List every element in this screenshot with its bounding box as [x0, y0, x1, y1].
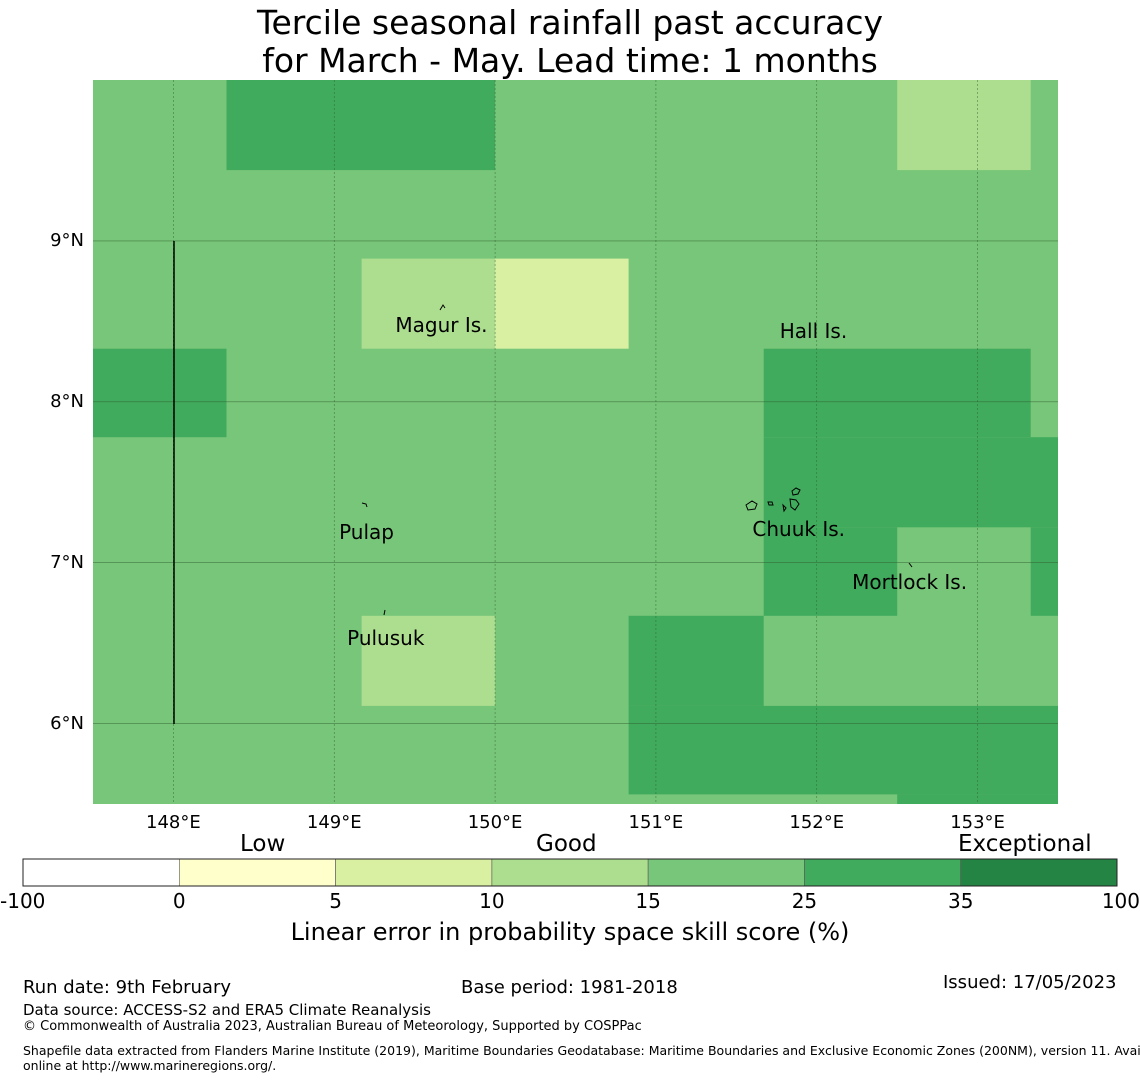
colorbar-tick-2: 5: [329, 889, 342, 913]
colorbar-segments: [22, 858, 1118, 887]
grid-cell-1: [897, 80, 1031, 171]
skill-grid-cells: [93, 80, 1058, 804]
chart-title: Tercile seasonal rainfall past accuracy …: [0, 4, 1140, 80]
place-label-pulap: Pulap: [339, 520, 394, 545]
island-outlines: [361, 304, 913, 616]
colorbar-label: Linear error in probability space skill …: [290, 918, 850, 946]
title-line-2: for March - May. Lead time: 1 months: [262, 41, 878, 80]
grid-cell-9: [628, 615, 764, 706]
grid-cell-8: [1030, 527, 1058, 616]
place-label-hall-is: Hall Is.: [779, 318, 848, 343]
colorbar-frame: [22, 858, 1118, 887]
grid-cell-10: [361, 615, 496, 706]
colorbar: [22, 858, 1118, 887]
pulusuk-island-shape: [383, 609, 386, 616]
colorbar-segment-2: [335, 858, 493, 887]
lat-label-0: 9°N: [50, 229, 84, 251]
colorbar-segment-0: [22, 858, 180, 887]
category-good: Good: [536, 831, 597, 857]
colorbar-tick-7: 100: [1101, 889, 1140, 913]
grid-cell-2: [361, 258, 496, 349]
shapefile-credit-line-2: online at http://www.marineregions.org/.: [23, 1058, 277, 1073]
colorbar-tick-5: 25: [791, 889, 818, 913]
grid-cell-4: [93, 348, 227, 438]
magur-island-shape: [439, 304, 446, 311]
copyright: © Commonwealth of Australia 2023, Austra…: [23, 1019, 642, 1034]
colorbar-segment-5: [804, 858, 962, 887]
mortlock-island-shape: [908, 562, 913, 568]
lat-label-2: 7°N: [50, 551, 84, 573]
lon-label-2: 150°E: [467, 812, 523, 833]
chuuk-lagoon-islands-shape: [745, 487, 801, 513]
grid-cell-7: [763, 527, 898, 616]
grid-cell-5: [763, 348, 1031, 438]
colorbar-tick-3: 10: [479, 889, 505, 913]
grid-cell-0: [226, 80, 496, 171]
lat-label-1: 8°N: [50, 390, 84, 412]
grid-cell-6: [763, 437, 1058, 528]
colorbar-segment-6: [960, 858, 1118, 887]
colorbar-tick-6: 35: [947, 889, 974, 913]
colorbar-segment-1: [179, 858, 336, 887]
category-exceptional: Exceptional: [958, 831, 1092, 857]
grid-cell-11: [628, 705, 1058, 795]
category-low: Low: [240, 831, 286, 857]
lon-label-0: 148°E: [146, 812, 201, 833]
colorbar-segment-3: [491, 858, 649, 887]
place-label-magur-is: Magur Is.: [395, 312, 488, 337]
lat-label-3: 6°N: [50, 712, 84, 734]
lon-label-5: 153°E: [950, 812, 1005, 833]
run-date: Run date: 9th February: [23, 977, 232, 998]
colorbar-tick-4: 15: [635, 889, 661, 913]
grid-cell-3: [495, 258, 629, 349]
place-label-mortlock-is: Mortlock Is.: [852, 569, 968, 594]
issued-date: Issued: 17/05/2023: [943, 972, 1117, 993]
colorbar-tick-1: 0: [172, 889, 186, 913]
grid-cell-12: [897, 794, 1058, 804]
data-source: Data source: ACCESS-S2 and ERA5 Climate …: [23, 1001, 431, 1019]
lon-label-4: 152°E: [789, 812, 845, 833]
base-period: Base period: 1981-2018: [461, 977, 678, 998]
colorbar-tick-0: -100: [0, 889, 46, 913]
lon-label-1: 149°E: [306, 812, 362, 833]
shapefile-credit-line-1: Shapefile data extracted from Flanders M…: [23, 1043, 1140, 1058]
pulap-island-shape: [361, 502, 368, 508]
colorbar-segment-4: [647, 858, 805, 887]
title-line-1: Tercile seasonal rainfall past accuracy: [256, 3, 884, 42]
place-label-chuuk-is: Chuuk Is.: [752, 516, 846, 541]
lon-label-3: 151°E: [628, 812, 684, 833]
place-label-pulusuk: Pulusuk: [347, 626, 425, 651]
